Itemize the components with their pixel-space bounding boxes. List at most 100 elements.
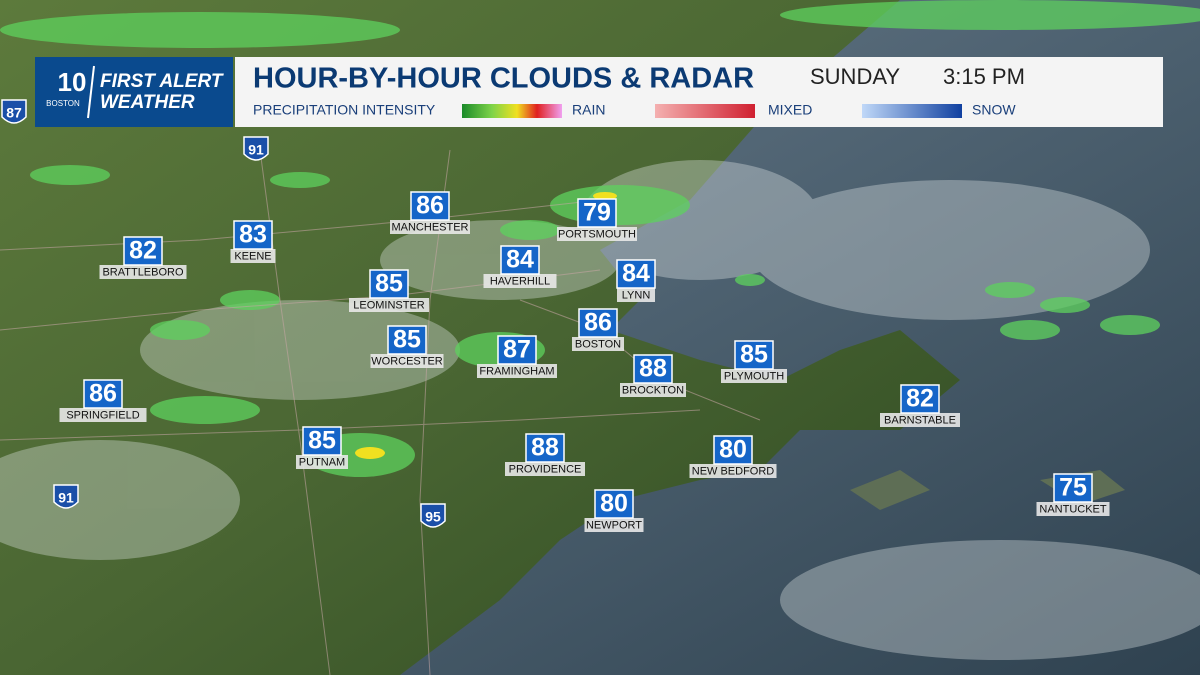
city-name: SPRINGFIELD	[66, 409, 139, 421]
logo-channel: 10	[58, 67, 87, 97]
legend-item: RAIN	[572, 102, 605, 118]
highway-number: 87	[6, 105, 22, 121]
city-name-box	[99, 265, 187, 279]
temp-box	[525, 433, 565, 463]
logo-station: BOSTON	[46, 99, 80, 108]
logo-box	[35, 57, 233, 127]
city-name: PROVIDENCE	[509, 463, 582, 475]
city-name: FRAMINGHAM	[479, 365, 554, 377]
temp-box	[387, 325, 427, 355]
city-name-box	[572, 337, 624, 351]
temp-box	[616, 259, 656, 289]
city-name: NANTUCKET	[1039, 503, 1107, 515]
highway-number: 91	[58, 490, 74, 506]
legend-label: PRECIPITATION INTENSITY	[253, 102, 436, 118]
logo-line1: FIRST ALERT	[100, 71, 224, 92]
highway-number: 95	[425, 509, 441, 525]
city-name-box	[880, 413, 960, 427]
city-name: BOSTON	[575, 338, 621, 350]
city-name-box	[1036, 502, 1110, 516]
city-temp: 87	[503, 336, 531, 364]
legend-swatch	[655, 104, 755, 118]
city-name-box	[230, 249, 276, 263]
city-name-box	[617, 288, 655, 302]
city-name: MANCHESTER	[391, 221, 468, 233]
city-name: BROCKTON	[622, 384, 684, 396]
city-temp: 85	[308, 427, 336, 455]
legend-item: SNOW	[972, 102, 1016, 118]
island	[850, 470, 930, 510]
city-temp: 80	[600, 490, 628, 518]
legend-swatch	[462, 104, 562, 118]
city-name: PUTNAM	[299, 456, 345, 468]
highway-shield	[53, 484, 79, 509]
city-name-box	[584, 518, 644, 532]
highway-shield	[420, 503, 446, 528]
city-name-box	[349, 298, 429, 312]
temp-box	[500, 245, 540, 275]
city-temp: 86	[416, 192, 444, 220]
legend-item: MIXED	[768, 102, 812, 118]
city-temp: 84	[506, 246, 534, 274]
city-name-box	[296, 455, 348, 469]
temp-box	[233, 220, 273, 250]
city-temp: 85	[375, 270, 403, 298]
temp-box	[577, 198, 617, 228]
legend-swatch	[862, 104, 962, 118]
city-temp: 84	[622, 260, 650, 288]
highway-shield	[1, 99, 27, 124]
temp-box	[497, 335, 537, 365]
city-temp: 86	[584, 309, 612, 337]
city-name: NEW BEDFORD	[692, 465, 775, 477]
header-title: HOUR-BY-HOUR CLOUDS & RADAR	[253, 63, 754, 95]
city-name: NEWPORT	[586, 519, 642, 531]
city-name: HAVERHILL	[490, 275, 550, 287]
city-temp: 79	[583, 199, 611, 227]
city-name-box	[390, 220, 470, 234]
temp-box	[369, 269, 409, 299]
highway-shield	[243, 136, 269, 161]
temp-box	[83, 379, 123, 409]
logo-divider	[87, 65, 95, 119]
city-name: PLYMOUTH	[724, 370, 784, 382]
temp-box	[633, 354, 673, 384]
temp-box	[302, 426, 342, 456]
city-name: PORTSMOUTH	[558, 228, 636, 240]
city-temp: 82	[906, 385, 934, 413]
city-name-box	[505, 462, 585, 476]
city-temp: 88	[639, 355, 667, 383]
temp-box	[713, 435, 753, 465]
city-name-box	[721, 369, 787, 383]
city-temp: 80	[719, 436, 747, 464]
header-time: 3:15 PM	[943, 64, 1025, 89]
radar-core	[355, 447, 385, 459]
radar-core	[593, 192, 617, 200]
header-day: SUNDAY	[810, 64, 900, 89]
city-name: LYNN	[622, 289, 651, 301]
city-temp: 82	[129, 237, 157, 265]
clouds	[0, 160, 1200, 660]
city-temp: 88	[531, 434, 559, 462]
city-name-box	[59, 408, 147, 422]
city-name: BARNSTABLE	[884, 414, 956, 426]
city-name-box	[370, 354, 444, 368]
temp-box	[734, 340, 774, 370]
city-name-box	[483, 274, 557, 288]
city-name: LEOMINSTER	[353, 299, 425, 311]
city-temp: 85	[393, 326, 421, 354]
logo-line2: WEATHER	[100, 92, 195, 113]
city-temp: 85	[740, 341, 768, 369]
city-name-box	[689, 464, 777, 478]
temp-box	[594, 489, 634, 519]
city-name-box	[620, 383, 686, 397]
city-name-box	[557, 227, 637, 241]
temp-box	[900, 384, 940, 414]
temp-box	[578, 308, 618, 338]
city-name: WORCESTER	[371, 355, 443, 367]
city-name-box	[477, 364, 557, 378]
city-temp: 83	[239, 221, 267, 249]
highway-number: 91	[248, 142, 264, 158]
temp-box	[1053, 473, 1093, 503]
